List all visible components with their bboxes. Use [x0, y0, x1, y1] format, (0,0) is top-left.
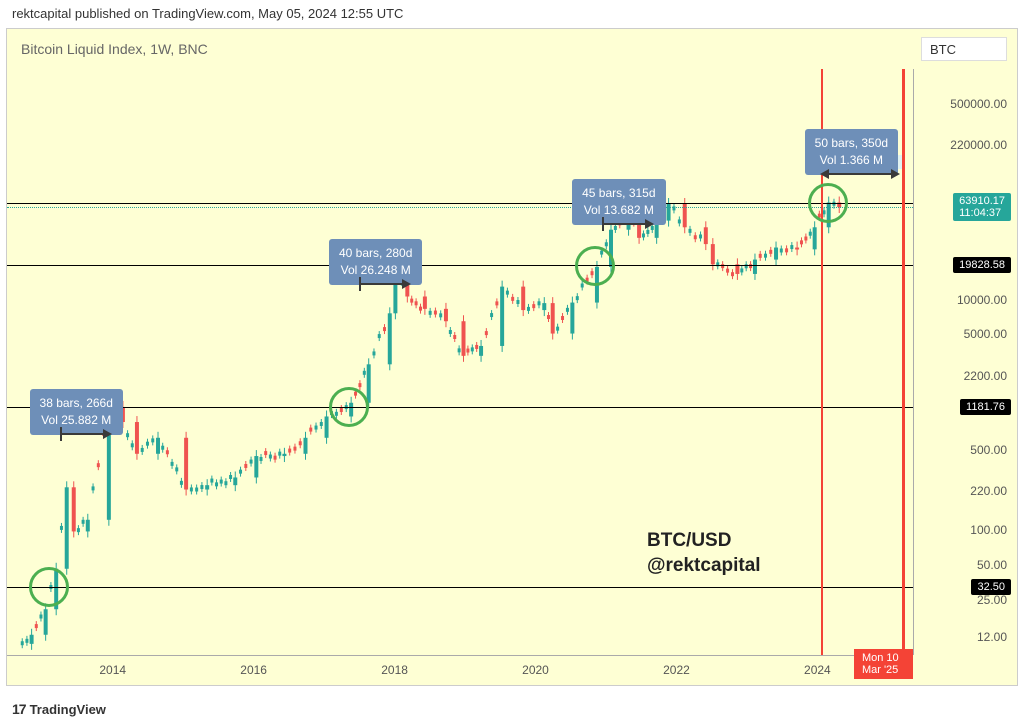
publish-header: rektcapital published on TradingView.com… — [0, 0, 1024, 28]
y-tick: 500.00 — [970, 443, 1007, 457]
price-badge: 1181.76 — [960, 399, 1011, 415]
chart-canvas[interactable]: Bitcoin Liquid Index, 1W, BNC BTC 38 bar… — [6, 28, 1018, 686]
horizontal-level — [7, 203, 913, 204]
x-tick: 2014 — [99, 663, 126, 677]
symbol-label: Bitcoin Liquid Index, 1W, BNC — [21, 41, 208, 57]
vertical-marker — [902, 69, 905, 655]
horizontal-level — [7, 407, 913, 408]
horizontal-level — [7, 587, 913, 588]
x-tick: 2024 — [804, 663, 831, 677]
x-tick: 2020 — [522, 663, 549, 677]
y-tick: 500000.00 — [950, 97, 1007, 111]
ticker-box[interactable]: BTC — [921, 37, 1007, 61]
tv-brand: TradingView — [30, 702, 106, 717]
measure-arrow — [60, 433, 110, 435]
measure-callout: 45 bars, 315dVol 13.682 M — [572, 179, 665, 225]
y-tick: 220.00 — [970, 484, 1007, 498]
price-badge: 19828.58 — [953, 257, 1011, 273]
target-date-badge: Mon 10 Mar '25 — [854, 649, 913, 679]
measure-callout: 50 bars, 350dVol 1.366 M — [805, 129, 898, 175]
halving-circle — [29, 567, 69, 607]
price-badge: 32.50 — [971, 579, 1011, 595]
tradingview-footer: 17 TradingView — [12, 701, 106, 717]
x-tick: 2022 — [663, 663, 690, 677]
price-badge: 63910.1711:04:37 — [953, 193, 1011, 221]
halving-circle — [575, 246, 615, 286]
x-axis[interactable]: 201420162018202020222024Mon 10 Mar '25 — [7, 655, 913, 685]
y-tick: 5000.00 — [964, 327, 1007, 341]
horizontal-level — [7, 265, 913, 266]
x-tick: 2018 — [381, 663, 408, 677]
measure-arrow — [359, 283, 409, 285]
price-line — [7, 69, 913, 655]
measure-arrow — [822, 173, 898, 175]
halving-circle — [329, 387, 369, 427]
y-tick: 100.00 — [970, 523, 1007, 537]
measure-arrow — [602, 223, 652, 225]
y-tick: 50.00 — [977, 558, 1007, 572]
x-tick: 2016 — [240, 663, 267, 677]
y-tick: 12.00 — [977, 630, 1007, 644]
current-price-line — [7, 207, 913, 208]
y-tick: 220000.00 — [950, 138, 1007, 152]
y-tick: 25.00 — [977, 593, 1007, 607]
measure-callout: 38 bars, 266dVol 25.882 M — [30, 389, 123, 435]
measure-callout: 40 bars, 280dVol 26.248 M — [329, 239, 422, 285]
y-tick: 10000.00 — [957, 293, 1007, 307]
halving-circle — [808, 183, 848, 223]
y-axis[interactable]: 500000.00 220000.00 10000.00 5000.00 2200.00… — [913, 69, 1017, 655]
author-watermark: BTC/USD@rektcapital — [647, 529, 761, 578]
plot-area[interactable]: 38 bars, 266dVol 25.882 M 40 bars, 280dVo… — [7, 69, 913, 655]
y-tick: 2200.00 — [964, 369, 1007, 383]
tv-logo-icon: 17 — [12, 701, 26, 717]
